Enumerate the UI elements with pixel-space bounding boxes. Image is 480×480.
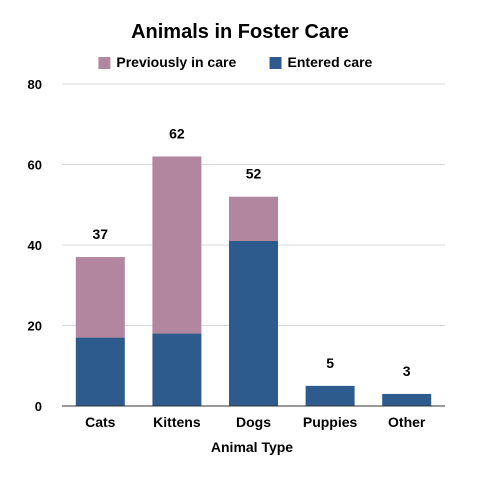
y-tick-label: 60 <box>28 158 42 173</box>
x-tick-label: Cats <box>85 414 116 430</box>
bar-segment-other-entered <box>382 393 432 406</box>
x-tick-label: Puppies <box>303 414 358 430</box>
y-tick-label: 20 <box>28 319 42 334</box>
legend-label: Entered care <box>288 54 373 70</box>
legend-label: Previously in care <box>116 54 236 70</box>
total-label: 37 <box>93 226 109 242</box>
bar-segment-kittens-entered <box>152 333 202 406</box>
total-label: 3 <box>403 363 411 379</box>
bar-segment-kittens-previously <box>152 156 202 334</box>
total-label: 52 <box>246 166 262 182</box>
total-labels: 37 62 52 5 3 <box>93 125 411 378</box>
total-label: 62 <box>169 125 185 141</box>
total-label: 5 <box>326 355 334 371</box>
legend-swatch <box>98 57 111 69</box>
bar-segment-cats-entered <box>75 337 125 406</box>
x-tick-label: Kittens <box>153 414 201 430</box>
x-tick-label: Dogs <box>236 414 271 430</box>
bar-segment-dogs-entered <box>229 240 278 406</box>
legend: Previously in care Entered care <box>98 54 373 70</box>
x-axis: Cats Kittens Dogs Puppies Other <box>62 405 445 430</box>
bar-segment-cats-previously <box>75 257 125 338</box>
y-axis: 0 20 40 60 80 <box>28 77 42 414</box>
x-tick-label: Other <box>388 414 426 430</box>
y-tick-label: 0 <box>35 399 42 414</box>
bar-segment-dogs-previously <box>229 196 278 241</box>
x-axis-title: Animal Type <box>211 439 293 455</box>
y-tick-label: 80 <box>28 77 42 92</box>
y-tick-label: 40 <box>28 238 42 253</box>
bars <box>75 156 432 406</box>
legend-swatch <box>269 57 282 69</box>
chart-title: Animals in Foster Care <box>131 21 349 43</box>
bar-segment-puppies-entered <box>305 385 355 406</box>
